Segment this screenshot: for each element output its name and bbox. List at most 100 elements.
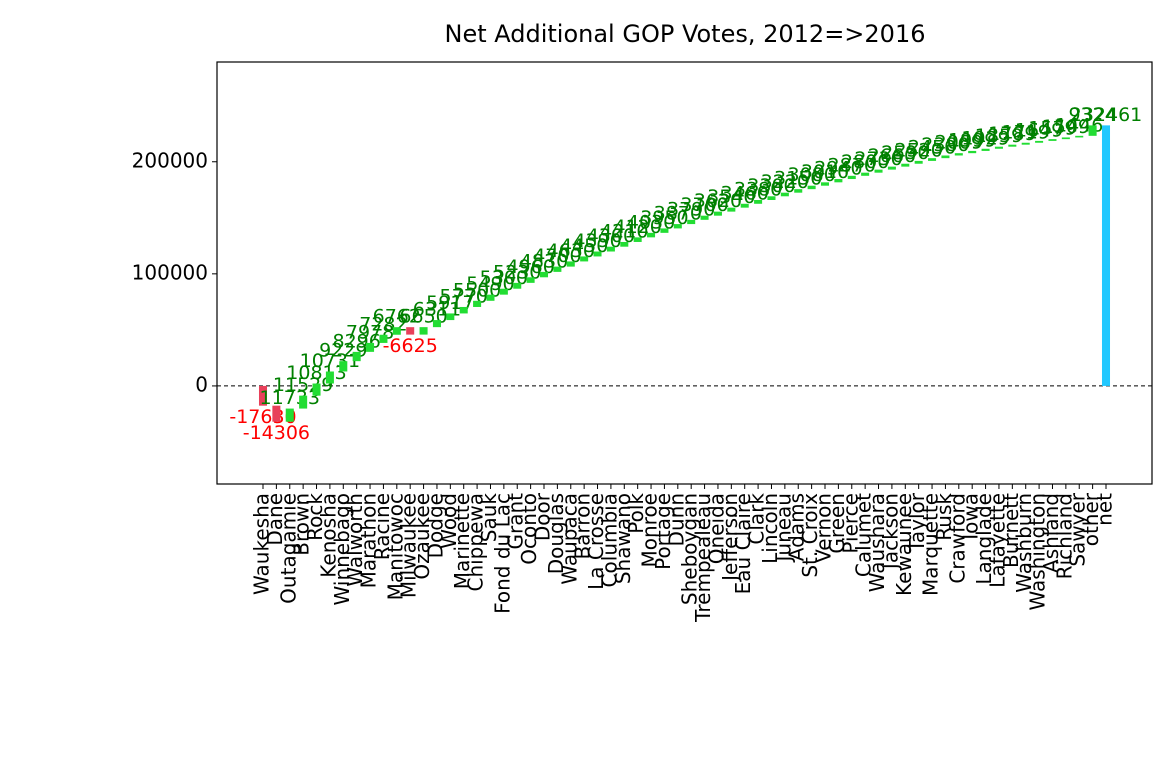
- bar: [499, 288, 508, 295]
- bar: [1061, 137, 1070, 140]
- y-tick-label: 200000: [132, 148, 208, 172]
- value-label: 4390: [573, 230, 621, 252]
- bar: [780, 192, 789, 197]
- value-label: 3010: [801, 161, 849, 183]
- plot-frame: [216, 61, 1153, 485]
- x-tick-label: Outagamie: [276, 493, 300, 604]
- x-tick-label: Iowa: [959, 493, 983, 540]
- x-tick-label: other: [1079, 492, 1103, 546]
- bar: [713, 211, 722, 216]
- value-label: 4450: [560, 235, 608, 257]
- bar: [794, 189, 803, 193]
- x-tick-label: Fond du Lac: [490, 493, 514, 614]
- value-label: 1859: [975, 125, 1023, 147]
- value-label: 2450: [908, 137, 956, 159]
- bar: [272, 405, 281, 422]
- bar: [366, 342, 375, 352]
- x-tick-label: Jackson: [878, 493, 902, 571]
- x-tick-label: Ashland: [1039, 493, 1063, 573]
- x-tick-label: Monroe: [638, 493, 662, 568]
- value-label: 3460: [721, 182, 769, 204]
- value-label: 3150: [774, 168, 822, 190]
- bar: [633, 237, 642, 242]
- x-tick-label: Calumet: [852, 493, 876, 577]
- bar: [593, 251, 602, 257]
- bar: [419, 327, 428, 335]
- bar: [1008, 144, 1017, 147]
- bar: [1035, 140, 1044, 143]
- x-tick-label: Juneau: [771, 493, 795, 564]
- bar: [432, 320, 441, 328]
- bar: [312, 383, 321, 396]
- value-label: 3300: [747, 175, 795, 197]
- x-tick-label: Brown: [290, 493, 314, 556]
- bar: [740, 203, 749, 208]
- bar: [406, 327, 415, 335]
- x-tick-label: Marquette: [919, 493, 943, 596]
- value-label: 3870: [654, 203, 702, 225]
- x-tick-label: Waupaca: [557, 493, 581, 585]
- value-label: 2069: [935, 132, 983, 154]
- x-tick-label: Trempealeau: [691, 493, 715, 623]
- x-tick-label: Washburn: [1012, 493, 1036, 593]
- x-tick-label: Rock: [303, 493, 327, 541]
- x-tick-label: Chippewa: [464, 493, 488, 592]
- x-tick-label: Polk: [624, 493, 648, 534]
- bar: [299, 395, 308, 409]
- x-tick-label: Douglas: [544, 493, 568, 574]
- x-tick-label: La Crosse: [584, 493, 608, 590]
- bar: [1088, 125, 1097, 136]
- value-label: 2940: [814, 158, 862, 180]
- bar: [941, 155, 950, 159]
- value-label: 9324: [1068, 104, 1116, 126]
- value-label: 2380: [921, 134, 969, 156]
- value-label: 232461: [1070, 104, 1143, 126]
- bar: [1048, 139, 1057, 141]
- bar: [700, 215, 709, 220]
- bar: [473, 300, 482, 307]
- bar: [352, 351, 361, 362]
- x-tick-label: Clark: [745, 493, 769, 545]
- value-label: 1649: [1015, 119, 1063, 141]
- x-tick-label: Richland: [1052, 493, 1076, 579]
- x-tick-label: Waushara: [865, 493, 889, 592]
- value-label: 3700: [680, 194, 728, 216]
- value-label: -14306: [243, 422, 310, 444]
- x-tick-label: Kewaunee: [892, 493, 916, 596]
- x-tick-label: Waukesha: [250, 493, 274, 595]
- x-tick-label: Lincoln: [758, 493, 782, 564]
- x-tick-label: Marathon: [357, 493, 381, 588]
- x-tick-label: Dunn: [664, 493, 688, 546]
- x-tick-label: Dodge: [423, 493, 447, 558]
- value-label: 6762: [373, 306, 421, 328]
- x-tick-label: Columbia: [597, 493, 621, 587]
- bar: [914, 160, 923, 164]
- value-label: 3790: [667, 198, 715, 220]
- bar: [486, 294, 495, 301]
- x-tick-label: Wood: [437, 493, 461, 549]
- x-tick-label: St. Croix: [798, 493, 822, 578]
- x-tick-label: Grant: [504, 493, 528, 550]
- value-label: 4300: [587, 225, 635, 247]
- value-label: 2800: [841, 151, 889, 173]
- bar: [647, 232, 656, 238]
- bar: [580, 256, 589, 262]
- x-tick-label: net: [1093, 493, 1117, 526]
- bar: [660, 228, 669, 233]
- y-tick-label: 0: [195, 372, 208, 396]
- bar: [606, 246, 615, 252]
- bar: [994, 146, 1003, 149]
- value-label: 3380: [734, 178, 782, 200]
- x-tick-label: Taylor: [905, 492, 929, 553]
- x-tick-label: Oconto: [517, 493, 541, 565]
- x-tick-label: Marinette: [450, 493, 474, 589]
- bar: [1075, 135, 1084, 138]
- bar: [887, 166, 896, 170]
- bar: [526, 277, 535, 283]
- x-tick-label: Sawyer: [1066, 492, 1090, 566]
- x-tick-label: Door: [531, 492, 555, 541]
- value-label: 2730: [854, 148, 902, 170]
- value-label: 3540: [707, 186, 755, 208]
- bar: [727, 207, 736, 212]
- value-label: 3220: [761, 171, 809, 193]
